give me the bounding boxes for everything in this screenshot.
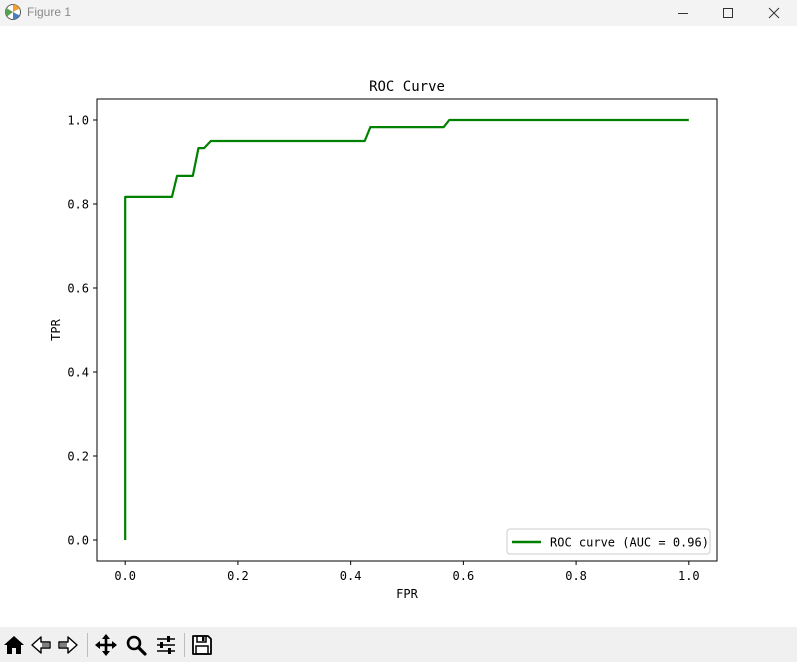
title-bar: Figure 1 [0,0,797,26]
y-tick-label: 0.0 [67,534,89,548]
window-title: Figure 1 [27,5,72,19]
x-tick-label: 0.0 [114,569,136,583]
back-button[interactable] [28,632,54,658]
roc-curve-line [124,118,689,540]
close-icon [768,7,780,19]
home-button[interactable] [1,632,27,658]
x-tick-label: 0.4 [340,569,362,583]
y-tick-label: 1.0 [67,114,89,128]
x-tick-label: 0.2 [227,569,249,583]
pan-button[interactable] [93,632,119,658]
series-layer [124,118,689,540]
matplotlib-logo-icon [5,4,21,20]
legend: ROC curve (AUC = 0.96) [506,528,711,555]
x-tick-label: 0.8 [565,569,587,583]
zoom-button[interactable] [123,632,149,658]
x-tick-label: 1.0 [678,569,700,583]
pan-icon [95,634,117,656]
forward-icon [58,636,78,654]
minimize-button[interactable] [660,0,706,26]
y-tick-label: 0.4 [67,366,89,380]
save-icon [192,635,212,655]
x-axis-label: FPR [396,587,418,601]
plot-background [97,99,717,561]
roc-chart: 0.0 0.2 0.4 0.6 0.8 1.0 0.0 0.2 0.4 0.6 0.8 1.0 ROC… [49,79,718,601]
plot-frame [96,98,718,562]
chart-title: ROC Curve [369,79,445,95]
minimize-icon [678,13,688,14]
maximize-button[interactable] [705,0,751,26]
maximize-icon [723,8,733,18]
figure-canvas[interactable]: 0.0 0.2 0.4 0.6 0.8 1.0 0.0 0.2 0.4 0.6 0.8 1.0 ROC… [0,26,797,627]
y-axis-label: TPR [49,318,63,340]
configure-subplots-button[interactable] [153,632,179,658]
forward-button[interactable] [55,632,81,658]
tick-group: 0.0 0.2 0.4 0.6 0.8 1.0 0.0 0.2 0.4 0.6 0.8 1.0 [67,114,699,584]
y-tick-label: 0.6 [67,282,89,296]
back-icon [31,636,51,654]
save-button[interactable] [189,632,215,658]
y-tick-label: 0.2 [67,450,89,464]
toolbar-separator [184,633,185,657]
legend-frame [506,528,711,555]
toolbar-separator [87,633,88,657]
y-tick-label: 0.8 [67,198,89,212]
navigation-toolbar [0,627,797,662]
zoom-icon [126,635,147,656]
x-tick-label: 0.6 [453,569,475,583]
close-button[interactable] [751,0,797,26]
configure-subplots-icon [157,636,175,654]
legend-entry-label: ROC curve (AUC = 0.96) [550,536,709,550]
home-icon [4,636,24,654]
